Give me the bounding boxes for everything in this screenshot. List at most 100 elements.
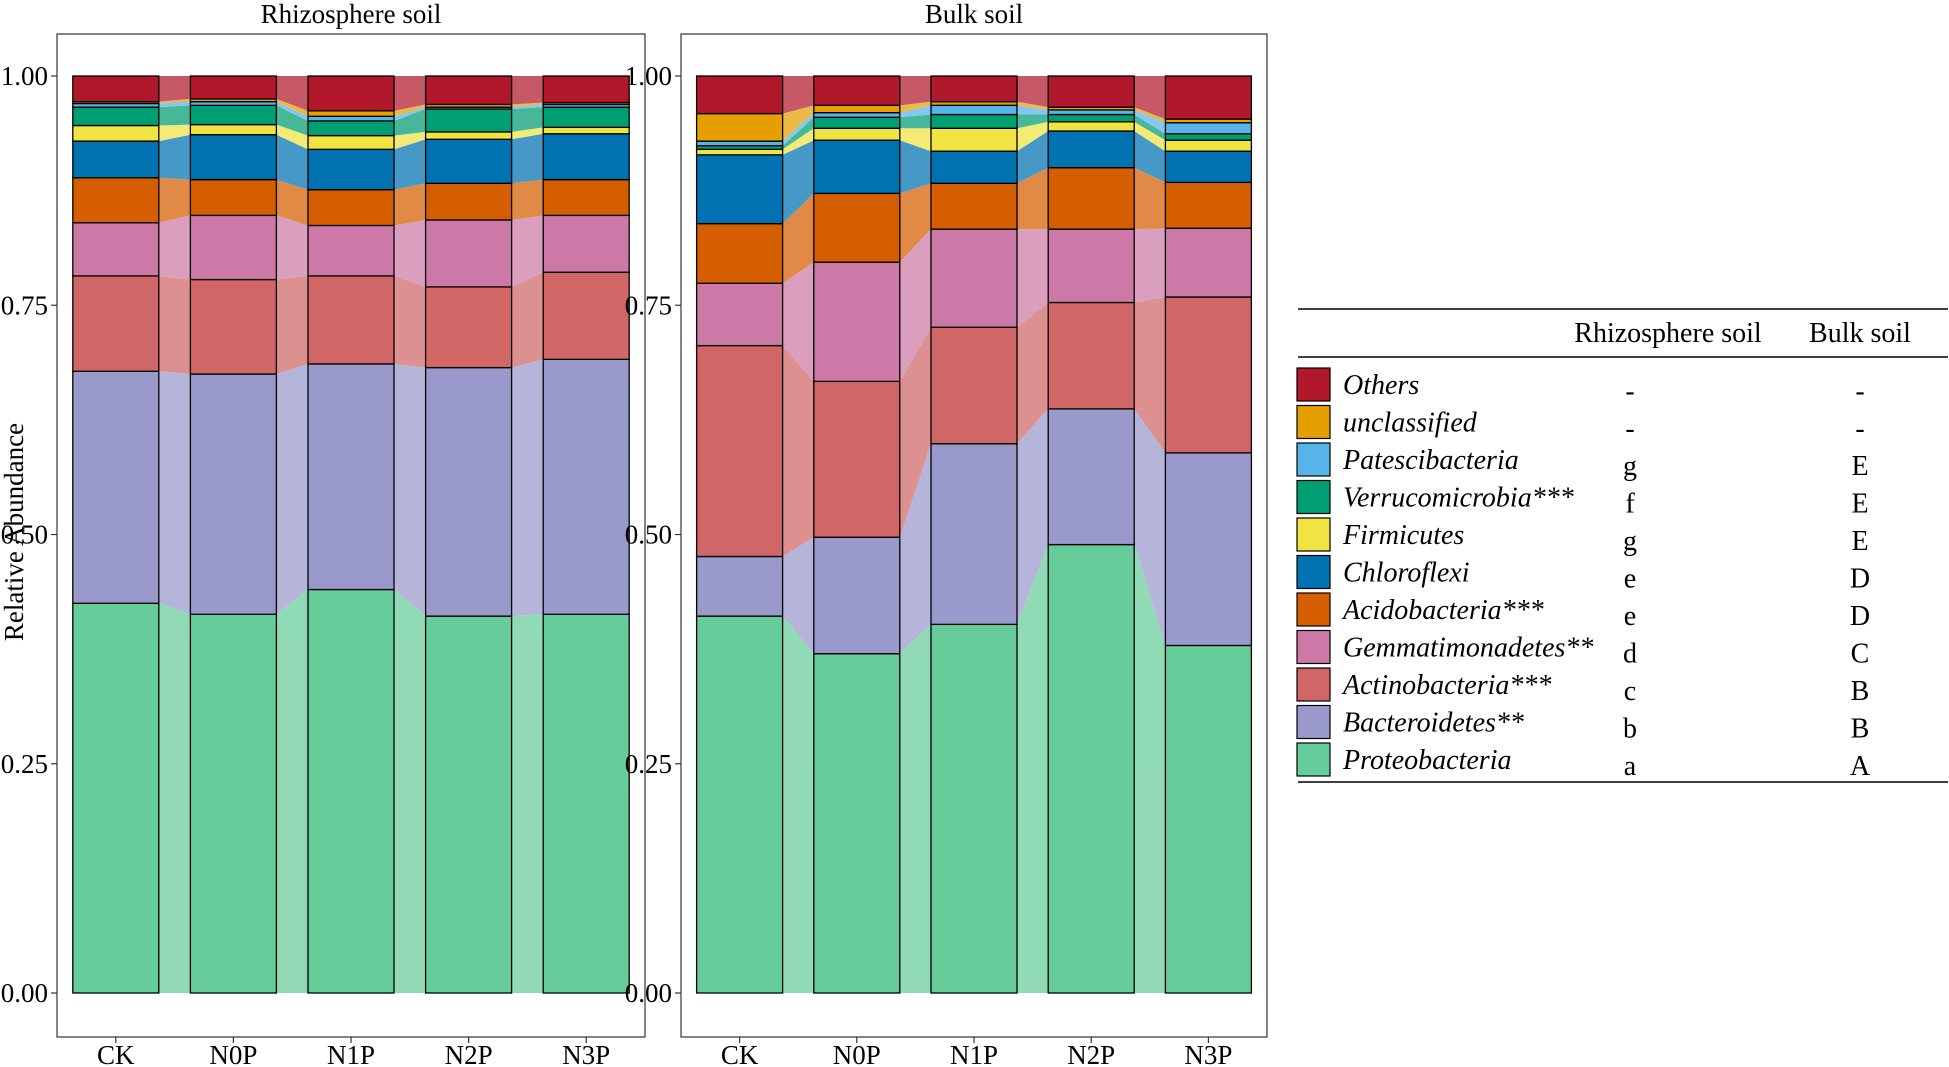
legend-row-unclassified: unclassified - - <box>1296 404 1865 445</box>
ribbon-verrucomicrobia <box>1134 114 1166 141</box>
y-tick-label: 1.00 <box>1 61 48 91</box>
bar-segment-chloroflexi <box>72 140 160 179</box>
bar-segment-others <box>189 75 278 100</box>
ribbon-patescibacteria <box>158 101 191 108</box>
bar-segment-patescibacteria <box>930 104 1018 116</box>
ribbon-others <box>394 76 426 111</box>
bar-segment-patescibacteria <box>1164 122 1253 135</box>
ribbon-chloroflexi <box>899 140 931 194</box>
legend-label: Proteobacteria <box>1342 745 1511 776</box>
legend-label: Acidobacteria*** <box>1341 595 1544 626</box>
bar-n0p <box>813 75 901 994</box>
bar-segment-verrucomicrobia <box>189 104 278 126</box>
bar-segment-gemmatimonadetes <box>930 228 1018 328</box>
ribbon-patescibacteria <box>899 105 931 118</box>
y-tick-label: 0.25 <box>625 749 672 779</box>
bar-segment-actinobacteria <box>695 344 784 558</box>
y-tick-label: 0.75 <box>1 290 48 320</box>
bar-segment-verrucomicrobia <box>1047 113 1135 123</box>
legend-row-firmicutes: Firmicutes g E <box>1296 517 1869 557</box>
ribbon-bacteroidetes <box>158 371 191 615</box>
ribbon-gemmatimonadetes <box>1017 229 1049 328</box>
legend-row-actinobacteria: Actinobacteria*** c B <box>1296 667 1869 707</box>
ribbon-bacteroidetes <box>1134 408 1166 646</box>
bar-segment-others <box>542 75 630 104</box>
panel-rhizosphere-soil: Rhizosphere soil 0.00 0.25 0.50 0.75 1.00 CK N0… <box>1 0 646 1067</box>
ribbon-acidobacteria <box>394 183 426 226</box>
legend-swatch <box>1296 404 1331 440</box>
legend-rhizosphere-letter: e <box>1624 564 1636 595</box>
ribbon-others <box>1017 76 1049 108</box>
bar-segment-bacteroidetes <box>189 373 278 615</box>
legend-row-gemmatimonadetes: Gemmatimonadetes** d C <box>1296 629 1869 670</box>
bar-segment-firmicutes <box>813 127 901 141</box>
legend-row-proteobacteria: Proteobacteria a A <box>1296 742 1871 782</box>
legend-label: Patescibacteria <box>1342 445 1519 476</box>
bar-n3p <box>1164 75 1253 994</box>
legend-bulk-letter: A <box>1850 751 1871 782</box>
ribbon-proteobacteria <box>158 603 191 993</box>
legend-swatch <box>1296 742 1331 777</box>
bar-segment-proteobacteria <box>1047 543 1135 994</box>
alluvial-ribbons <box>782 76 1166 993</box>
bar-segment-gemmatimonadetes <box>424 219 513 288</box>
bar-segment-acidobacteria <box>542 178 630 217</box>
legend-rhizosphere-letter: g <box>1623 526 1637 557</box>
ribbon-actinobacteria <box>158 275 191 375</box>
ribbon-gemmatimonadetes <box>1134 228 1166 303</box>
bar-segment-acidobacteria <box>1164 181 1253 229</box>
bar-segment-actinobacteria <box>813 380 901 538</box>
legend-row-acidobacteria: Acidobacteria*** e D <box>1296 592 1870 632</box>
y-tick-label: 1.00 <box>625 61 672 91</box>
legend-row-bacteroidetes: Bacteroidetes** b B <box>1296 704 1870 745</box>
ribbon-unclassified <box>1017 101 1049 110</box>
legend-rhizosphere-letter: g <box>1623 451 1637 482</box>
ribbon-actinobacteria <box>899 327 931 538</box>
bar-segment-actinobacteria <box>307 275 395 365</box>
bar-segment-bacteroidetes <box>1164 452 1253 647</box>
ribbon-unclassified <box>899 101 931 113</box>
legend-rhizosphere-letter: d <box>1623 639 1637 670</box>
ribbon-verrucomicrobia <box>782 117 814 150</box>
x-tick-label: N2P <box>445 1040 493 1067</box>
legend-rhizosphere-letter: e <box>1624 601 1636 632</box>
bar-segment-acidobacteria <box>189 178 278 217</box>
bar-n1p <box>930 75 1018 994</box>
legend-bulk-letter: B <box>1851 714 1870 745</box>
bar-segment-bacteroidetes <box>424 366 513 617</box>
bar-segment-proteobacteria <box>424 615 513 994</box>
panel-title: Bulk soil <box>925 0 1023 29</box>
bar-segment-actinobacteria <box>189 278 278 375</box>
ribbon-chloroflexi <box>1134 131 1166 183</box>
bar-segment-firmicutes <box>930 127 1018 152</box>
bar-segment-others <box>1047 75 1135 108</box>
bar-segment-bacteroidetes <box>72 370 160 604</box>
ribbon-patescibacteria <box>276 101 308 121</box>
bar-segment-acidobacteria <box>930 182 1018 230</box>
legend-row-chloroflexi: Chloroflexi e D <box>1296 554 1870 595</box>
legend-bulk-letter: E <box>1851 489 1868 520</box>
ribbon-proteobacteria <box>394 589 426 993</box>
bar-segment-proteobacteria <box>695 615 784 994</box>
ribbon-firmicutes <box>782 128 814 155</box>
ribbon-proteobacteria <box>899 624 931 993</box>
ribbon-verrucomicrobia <box>276 105 308 136</box>
ribbon-gemmatimonadetes <box>394 219 426 287</box>
legend-label: Gemmatimonadetes** <box>1343 633 1593 664</box>
ribbon-others <box>782 76 814 114</box>
legend-swatch <box>1296 367 1331 402</box>
ribbon-chloroflexi <box>276 134 308 190</box>
bar-segment-verrucomicrobia <box>1164 133 1253 141</box>
ribbon-acidobacteria <box>1017 167 1049 230</box>
y-tick-label: 0.25 <box>1 749 48 779</box>
legend-label: Bacteroidetes** <box>1343 708 1524 739</box>
ribbon-gemmatimonadetes <box>276 215 308 280</box>
x-tick-label: N1P <box>950 1040 998 1067</box>
bar-segment-bacteroidetes <box>813 536 901 655</box>
ribbon-others <box>899 76 931 106</box>
bar-segment-gemmatimonadetes <box>1164 227 1253 298</box>
panel-title: Rhizosphere soil <box>261 0 442 29</box>
bar-segment-proteobacteria <box>813 653 901 994</box>
ribbon-bacteroidetes <box>1017 408 1049 625</box>
